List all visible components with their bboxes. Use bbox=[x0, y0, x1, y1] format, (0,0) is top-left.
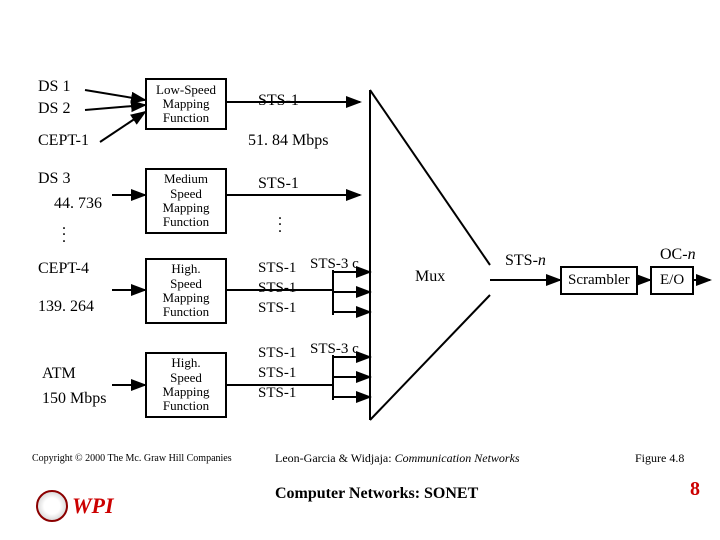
label-atm: ATM bbox=[42, 365, 76, 383]
label-150m: 150 Mbps bbox=[42, 390, 106, 408]
footer-copyright: Copyright © 2000 The Mc. Graw Hill Compa… bbox=[32, 453, 232, 464]
label-sts1-g1-2: STS-1 bbox=[258, 280, 296, 297]
label-stsn: STS-n bbox=[505, 252, 546, 270]
box-highspeed2: High. Speed Mapping Function bbox=[145, 352, 227, 418]
label-sts1-g2-2: STS-1 bbox=[258, 365, 296, 382]
label-sts1-med: STS-1 bbox=[258, 175, 299, 193]
label-44736: 44. 736 bbox=[54, 195, 102, 213]
box-scrambler: Scrambler bbox=[560, 266, 638, 295]
label-ds2: DS 2 bbox=[38, 100, 70, 118]
label-mux: Mux bbox=[415, 268, 445, 286]
vdots-mid: ... bbox=[278, 212, 282, 231]
box-highspeed1: High. Speed Mapping Function bbox=[145, 258, 227, 324]
wpi-logo-area: WPI bbox=[36, 490, 114, 522]
label-5184: 51. 84 Mbps bbox=[248, 132, 328, 150]
label-sts3c-2: STS-3 c bbox=[310, 341, 359, 358]
label-sts1-top: STS-1 bbox=[258, 92, 299, 110]
wpi-text: WPI bbox=[72, 493, 114, 518]
label-sts1-g2-3: STS-1 bbox=[258, 385, 296, 402]
label-sts1-g1-1: STS-1 bbox=[258, 260, 296, 277]
label-ds1: DS 1 bbox=[38, 78, 70, 96]
box-medspeed: Medium Speed Mapping Function bbox=[145, 168, 227, 234]
label-sts1-g1-3: STS-1 bbox=[258, 300, 296, 317]
label-ds3: DS 3 bbox=[38, 170, 70, 188]
label-sts1-g2-1: STS-1 bbox=[258, 345, 296, 362]
vdots-left: ... bbox=[62, 222, 66, 241]
footer-citation: Leon-Garcia & Widjaja: Communication Net… bbox=[275, 451, 520, 466]
label-sts3c-1: STS-3 c bbox=[310, 256, 359, 273]
label-ocn: OC-n bbox=[660, 246, 696, 264]
box-lowspeed: Low-Speed Mapping Function bbox=[145, 78, 227, 130]
footer-figure: Figure 4.8 bbox=[635, 451, 684, 466]
wpi-seal-icon bbox=[36, 490, 68, 522]
footer-title: Computer Networks: SONET bbox=[275, 485, 478, 503]
box-eo: E/O bbox=[650, 266, 694, 295]
label-139264: 139. 264 bbox=[38, 298, 94, 316]
label-cept4: CEPT-4 bbox=[38, 260, 89, 278]
label-cept1: CEPT-1 bbox=[38, 132, 89, 150]
page-number: 8 bbox=[690, 478, 700, 501]
